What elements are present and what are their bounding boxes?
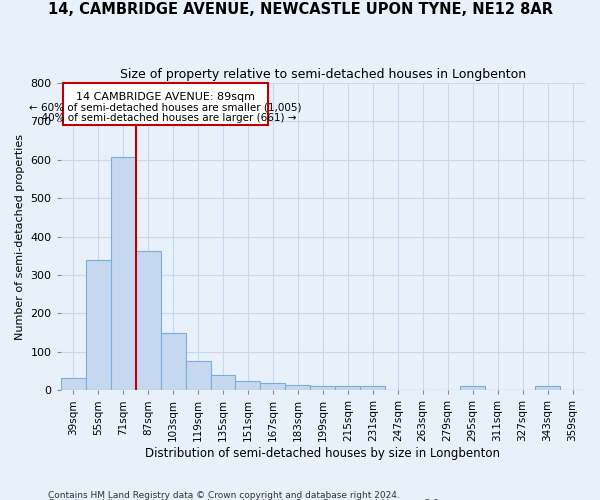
Title: Size of property relative to semi-detached houses in Longbenton: Size of property relative to semi-detach… [120, 68, 526, 80]
Bar [460, 386, 485, 390]
Bar [161, 334, 185, 390]
Bar [335, 386, 361, 390]
Bar [86, 260, 110, 390]
Bar [235, 380, 260, 390]
Text: 14 CAMBRIDGE AVENUE: 89sqm: 14 CAMBRIDGE AVENUE: 89sqm [76, 92, 255, 102]
Bar [136, 251, 161, 390]
Bar [260, 384, 286, 390]
Bar [211, 375, 235, 390]
Text: 40% of semi-detached houses are larger (661) →: 40% of semi-detached houses are larger (… [35, 112, 296, 122]
Bar [110, 157, 136, 390]
Text: 14, CAMBRIDGE AVENUE, NEWCASTLE UPON TYNE, NE12 8AR: 14, CAMBRIDGE AVENUE, NEWCASTLE UPON TYN… [47, 2, 553, 18]
Bar [185, 361, 211, 390]
Y-axis label: Number of semi-detached properties: Number of semi-detached properties [15, 134, 25, 340]
Bar [61, 378, 86, 390]
Text: ← 60% of semi-detached houses are smaller (1,005): ← 60% of semi-detached houses are smalle… [29, 102, 302, 113]
Text: Contains HM Land Registry data © Crown copyright and database right 2024.: Contains HM Land Registry data © Crown c… [48, 490, 400, 500]
X-axis label: Distribution of semi-detached houses by size in Longbenton: Distribution of semi-detached houses by … [145, 447, 500, 460]
Bar [361, 386, 385, 390]
FancyBboxPatch shape [63, 83, 268, 126]
Text: Contains public sector information licensed under the Open Government Licence v3: Contains public sector information licen… [48, 499, 442, 500]
Bar [286, 384, 310, 390]
Bar [310, 386, 335, 390]
Bar [535, 386, 560, 390]
